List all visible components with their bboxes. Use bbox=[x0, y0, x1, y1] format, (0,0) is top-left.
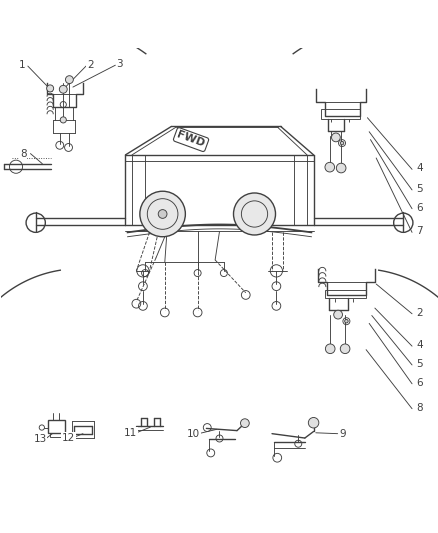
Bar bbox=[320, 109, 360, 118]
Circle shape bbox=[59, 85, 67, 93]
Text: 5: 5 bbox=[416, 359, 422, 369]
Circle shape bbox=[307, 417, 318, 428]
Circle shape bbox=[60, 117, 66, 123]
Circle shape bbox=[158, 209, 166, 219]
Text: 9: 9 bbox=[339, 429, 346, 439]
Text: 4: 4 bbox=[416, 164, 422, 173]
Circle shape bbox=[339, 344, 349, 353]
Text: 6: 6 bbox=[416, 203, 422, 213]
Circle shape bbox=[233, 193, 275, 235]
Text: 12: 12 bbox=[62, 433, 75, 443]
Text: 13: 13 bbox=[33, 434, 46, 444]
Bar bbox=[50, 433, 62, 437]
Circle shape bbox=[344, 319, 347, 323]
Text: 11: 11 bbox=[124, 428, 137, 438]
Bar bbox=[324, 290, 365, 298]
Circle shape bbox=[324, 163, 334, 172]
Text: 4: 4 bbox=[416, 340, 422, 350]
Text: 3: 3 bbox=[116, 59, 123, 69]
Text: 2: 2 bbox=[416, 308, 422, 318]
Text: 7: 7 bbox=[416, 227, 422, 237]
Circle shape bbox=[240, 419, 249, 427]
Text: 2: 2 bbox=[87, 60, 93, 70]
Circle shape bbox=[339, 141, 343, 145]
Circle shape bbox=[331, 133, 339, 142]
Text: FWD: FWD bbox=[175, 130, 206, 149]
Bar bbox=[48, 419, 64, 433]
Circle shape bbox=[333, 310, 342, 319]
Circle shape bbox=[65, 76, 73, 84]
Text: 10: 10 bbox=[186, 429, 199, 439]
Circle shape bbox=[46, 85, 53, 92]
Text: 1: 1 bbox=[18, 60, 25, 70]
Text: 8: 8 bbox=[20, 149, 27, 159]
Text: 5: 5 bbox=[416, 184, 422, 194]
Text: 6: 6 bbox=[416, 378, 422, 388]
Circle shape bbox=[336, 163, 345, 173]
Circle shape bbox=[325, 344, 334, 353]
Text: 8: 8 bbox=[416, 403, 422, 413]
Circle shape bbox=[140, 191, 185, 237]
